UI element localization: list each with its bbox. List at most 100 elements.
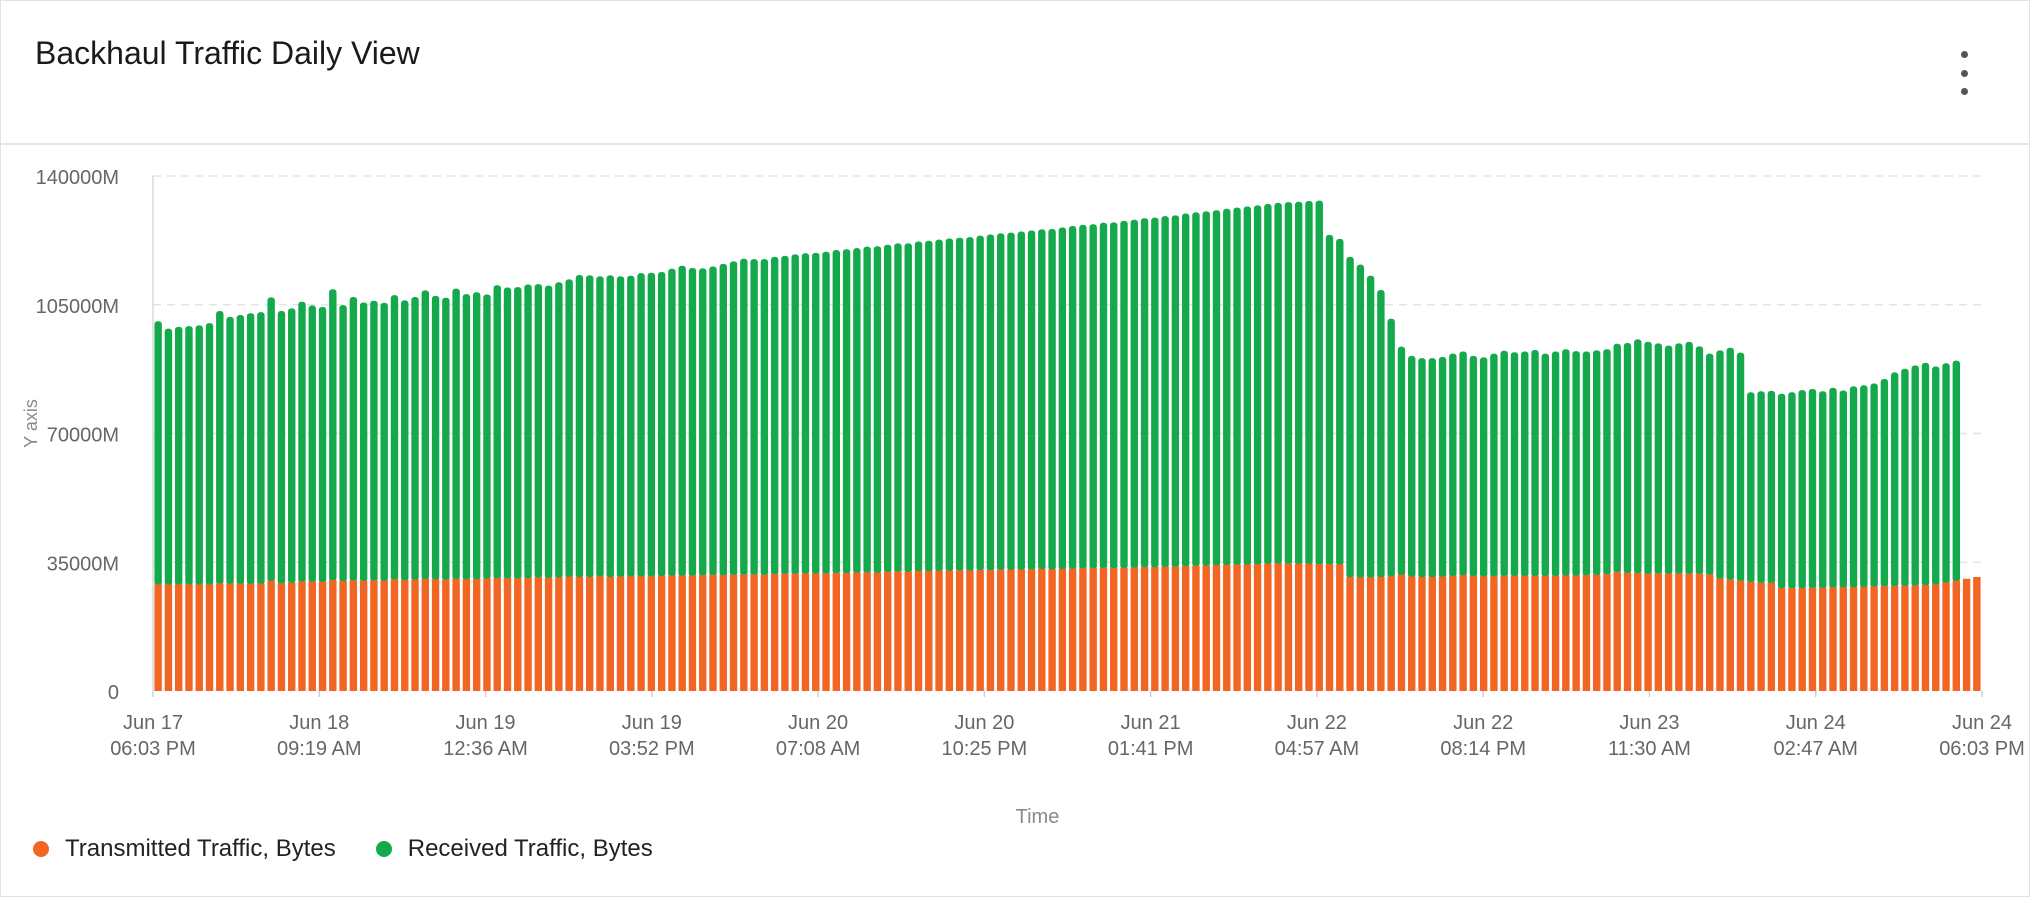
bar-transmitted[interactable] (1592, 574, 1601, 691)
bar-received[interactable] (514, 287, 522, 580)
bar-transmitted[interactable] (801, 573, 810, 691)
bar-transmitted[interactable] (226, 583, 234, 691)
bar-received[interactable] (1541, 353, 1549, 577)
bar-received[interactable] (1315, 200, 1323, 566)
bar-received[interactable] (1757, 391, 1765, 584)
bar-received[interactable] (1377, 290, 1385, 578)
bar-transmitted[interactable] (442, 579, 450, 691)
bar-transmitted[interactable] (976, 569, 984, 691)
bar-transmitted[interactable] (534, 577, 543, 691)
bar-transmitted[interactable] (945, 570, 954, 691)
bar-transmitted[interactable] (524, 578, 532, 691)
bar-transmitted[interactable] (1130, 567, 1138, 691)
bar-transmitted[interactable] (1973, 576, 1981, 691)
bar-transmitted[interactable] (1243, 564, 1252, 691)
bar-transmitted[interactable] (1366, 577, 1375, 691)
bar-received[interactable] (1819, 391, 1827, 589)
bar-received[interactable] (863, 246, 871, 574)
bar-transmitted[interactable] (1469, 575, 1478, 691)
bar-received[interactable] (832, 249, 841, 574)
bar-transmitted[interactable] (1068, 568, 1077, 691)
bar-transmitted[interactable] (925, 571, 933, 691)
bar-received[interactable] (1531, 349, 1539, 577)
bar-received[interactable] (1408, 355, 1416, 578)
legend-item-received[interactable]: Received Traffic, Bytes (375, 835, 653, 863)
bar-received[interactable] (1510, 352, 1519, 577)
bar-received[interactable] (1572, 351, 1580, 577)
bar-received[interactable] (1130, 219, 1138, 569)
bar-transmitted[interactable] (1613, 571, 1621, 691)
bar-received[interactable] (1911, 365, 1919, 587)
bar-received[interactable] (318, 306, 327, 583)
bar-transmitted[interactable] (709, 574, 717, 691)
bar-received[interactable] (370, 300, 378, 582)
bar-transmitted[interactable] (1336, 564, 1344, 691)
bar-transmitted[interactable] (596, 576, 604, 691)
bar-received[interactable] (1654, 343, 1663, 575)
bar-transmitted[interactable] (657, 575, 666, 691)
bar-transmitted[interactable] (1181, 565, 1190, 691)
bar-transmitted[interactable] (288, 582, 296, 691)
bar-received[interactable] (1089, 224, 1097, 570)
bar-received[interactable] (1017, 231, 1025, 571)
bar-transmitted[interactable] (1531, 575, 1539, 691)
bar-received[interactable] (822, 251, 830, 575)
bar-received[interactable] (1438, 356, 1447, 578)
bar-transmitted[interactable] (1233, 564, 1241, 691)
bar-received[interactable] (1839, 390, 1847, 589)
bar-transmitted[interactable] (586, 576, 594, 691)
bar-transmitted[interactable] (832, 572, 841, 691)
bar-received[interactable] (1397, 346, 1406, 576)
legend-item-transmitted[interactable]: Transmitted Traffic, Bytes (33, 835, 336, 863)
bar-received[interactable] (719, 263, 727, 577)
bar-received[interactable] (986, 234, 995, 571)
bar-transmitted[interactable] (462, 579, 471, 691)
bar-received[interactable] (298, 301, 306, 583)
bar-received[interactable] (493, 285, 501, 580)
bar-received[interactable] (1264, 203, 1272, 565)
bar-received[interactable] (483, 294, 491, 580)
bar-transmitted[interactable] (1510, 575, 1519, 691)
bar-received[interactable] (1685, 341, 1693, 575)
bar-transmitted[interactable] (719, 575, 727, 691)
bar-transmitted[interactable] (1264, 563, 1272, 691)
bar-received[interactable] (1479, 357, 1488, 578)
bar-transmitted[interactable] (873, 572, 882, 691)
bar-received[interactable] (1860, 385, 1868, 588)
bar-received[interactable] (1058, 227, 1067, 570)
bar-received[interactable] (1726, 347, 1734, 581)
bar-transmitted[interactable] (894, 571, 902, 691)
bar-received[interactable] (1582, 351, 1591, 577)
bar-transmitted[interactable] (1048, 569, 1056, 691)
bar-received[interactable] (955, 237, 964, 572)
bar-received[interactable] (914, 241, 923, 573)
bar-transmitted[interactable] (483, 578, 491, 691)
bar-transmitted[interactable] (1634, 572, 1642, 691)
bar-received[interactable] (1644, 341, 1652, 575)
bar-transmitted[interactable] (185, 584, 193, 691)
bar-transmitted[interactable] (1921, 585, 1930, 691)
bar-received[interactable] (729, 261, 738, 576)
bar-received[interactable] (781, 255, 789, 575)
bar-received[interactable] (359, 302, 368, 582)
bar-received[interactable] (257, 312, 265, 585)
bar-transmitted[interactable] (1551, 575, 1560, 691)
bar-transmitted[interactable] (750, 574, 758, 691)
bar-transmitted[interactable] (1685, 573, 1693, 691)
bar-transmitted[interactable] (842, 572, 851, 691)
bar-received[interactable] (1038, 229, 1046, 570)
bar-received[interactable] (1449, 353, 1457, 577)
bar-transmitted[interactable] (637, 576, 645, 691)
bar-received[interactable] (1829, 387, 1837, 589)
bar-received[interactable] (740, 258, 748, 576)
bar-transmitted[interactable] (401, 579, 409, 691)
bar-transmitted[interactable] (1438, 576, 1447, 691)
bar-transmitted[interactable] (1572, 575, 1580, 691)
bar-transmitted[interactable] (616, 576, 625, 691)
bar-received[interactable] (699, 268, 707, 577)
bar-transmitted[interactable] (1356, 577, 1365, 691)
bar-received[interactable] (894, 243, 902, 573)
bar-received[interactable] (1110, 222, 1118, 570)
bar-transmitted[interactable] (1880, 586, 1889, 691)
bar-received[interactable] (997, 233, 1005, 571)
